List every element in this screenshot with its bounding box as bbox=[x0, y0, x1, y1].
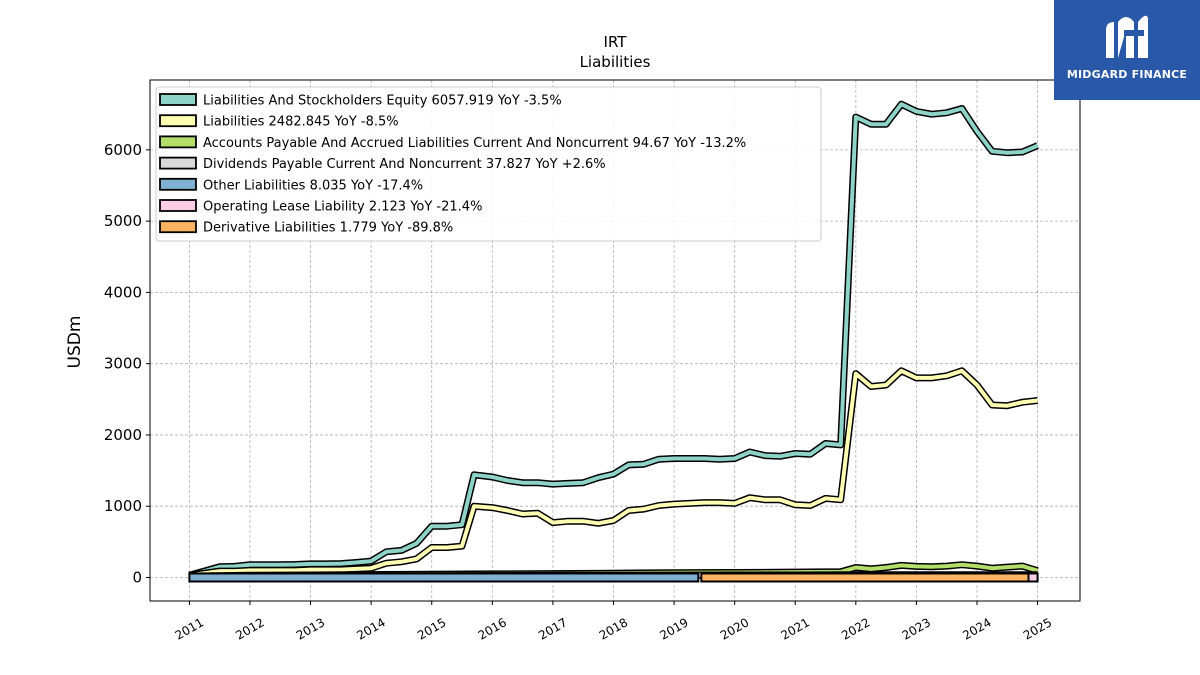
x-tick-label: 2023 bbox=[900, 615, 933, 642]
legend-swatch-lease bbox=[159, 199, 197, 212]
series-band-derivative bbox=[700, 572, 1030, 583]
legend-label-lease: Operating Lease Liability 2.123 YoY -21.… bbox=[203, 200, 482, 215]
x-tick-label: 2019 bbox=[657, 615, 690, 642]
legend-swatch-derivative bbox=[159, 220, 197, 234]
legend-label-other: Other Liabilities 8.035 YoY -17.4% bbox=[203, 178, 423, 193]
y-tick-label: 0 bbox=[132, 568, 142, 586]
y-tick-label: 5000 bbox=[104, 212, 142, 230]
y-tick-label: 4000 bbox=[104, 283, 142, 301]
series-band-lease bbox=[1027, 572, 1039, 583]
midgard-m-icon bbox=[1106, 15, 1148, 58]
y-tick-labels: 0 1000 2000 3000 4000 5000 6000 bbox=[104, 141, 142, 587]
legend-swatch-accounts_payable bbox=[159, 135, 197, 149]
x-tick-label: 2011 bbox=[173, 615, 206, 642]
x-tick-label: 2018 bbox=[597, 615, 630, 642]
legend-label-equity: Liabilities And Stockholders Equity 6057… bbox=[203, 94, 562, 109]
x-tick-label: 2014 bbox=[354, 615, 387, 642]
chart-subtitle: Liabilities bbox=[580, 53, 651, 71]
y-tick-label: 3000 bbox=[104, 355, 142, 373]
x-tick-label: 2013 bbox=[294, 615, 327, 642]
series-line-liabilities bbox=[189, 368, 1038, 578]
x-tick-label: 2012 bbox=[233, 615, 266, 642]
legend-swatch-equity bbox=[159, 93, 197, 106]
chart-title: IRT bbox=[604, 33, 628, 51]
brand-logo: MIDGARD FINANCE bbox=[1054, 0, 1200, 100]
legend-swatch-other bbox=[159, 177, 197, 191]
legend-label-accounts_payable: Accounts Payable And Accrued Liabilities… bbox=[203, 136, 746, 151]
legend-label-derivative: Derivative Liabilities 1.779 YoY -89.8% bbox=[203, 221, 453, 236]
x-tick-label: 2021 bbox=[779, 615, 812, 642]
plot-frame bbox=[149, 79, 1081, 602]
legend-swatch-liabilities bbox=[159, 114, 197, 128]
brand-name: MIDGARD FINANCE bbox=[1066, 68, 1188, 81]
x-tick-label: 2024 bbox=[960, 615, 993, 642]
y-tick-label: 1000 bbox=[104, 497, 142, 515]
x-tick-label: 2016 bbox=[476, 615, 509, 642]
x-tick-label: 2025 bbox=[1021, 615, 1054, 642]
y-tick-label: 2000 bbox=[104, 426, 142, 444]
legend: Liabilities And Stockholders Equity 6057… bbox=[155, 86, 822, 242]
x-tick-label: 2017 bbox=[536, 615, 569, 642]
series-line-equity bbox=[188, 102, 1039, 578]
y-tick-label: 6000 bbox=[104, 141, 142, 159]
x-tick-label: 2022 bbox=[839, 615, 872, 642]
series-band-other bbox=[188, 572, 700, 583]
y-axis-label: USDm bbox=[65, 316, 85, 369]
legend-swatch-dividends bbox=[159, 156, 197, 170]
legend-box bbox=[155, 86, 822, 242]
x-tick-label: 2020 bbox=[718, 615, 751, 642]
x-tick-label: 2015 bbox=[415, 615, 448, 642]
series-layer bbox=[188, 100, 1039, 583]
x-tick-labels: 2011 2012 2013 2014 2015 2016 2017 2018 2019 2020… bbox=[173, 615, 1055, 642]
legend-label-liabilities: Liabilities 2482.845 YoY -8.5% bbox=[203, 115, 399, 130]
legend-label-dividends: Dividends Payable Current And Noncurrent… bbox=[203, 157, 606, 172]
